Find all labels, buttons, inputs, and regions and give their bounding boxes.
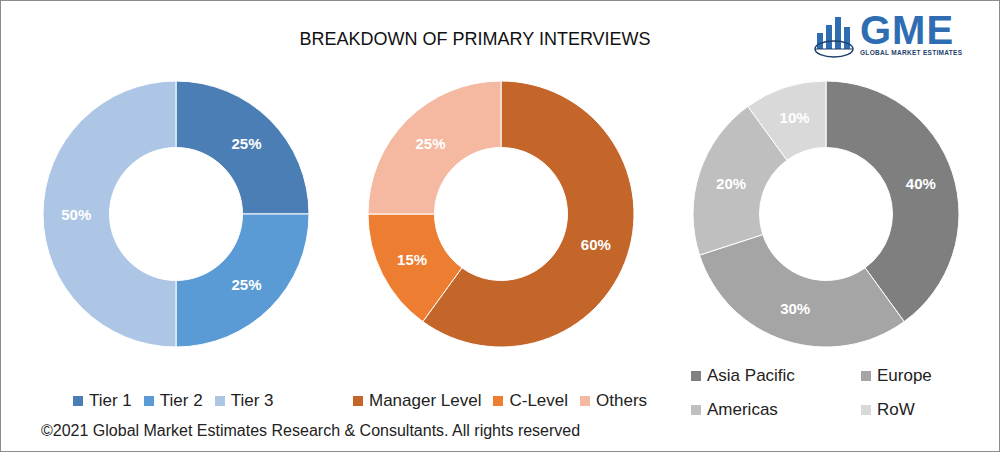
html-text:Manager Level: Manager Level bbox=[369, 391, 482, 410]
svg-text:30%: 30% bbox=[780, 300, 810, 317]
html-text:Tier 3: Tier 3 bbox=[230, 391, 274, 410]
svg-text:20%: 20% bbox=[716, 175, 746, 192]
html-text:GLOBAL MARKET ESTIMATES: GLOBAL MARKET ESTIMATES bbox=[860, 49, 963, 56]
html-text:C-Level: C-Level bbox=[509, 391, 569, 410]
svg-text:40%: 40% bbox=[906, 175, 936, 192]
html-text:GME: GME bbox=[860, 8, 955, 52]
svg-text:15%: 15% bbox=[397, 251, 427, 268]
svg-text:25%: 25% bbox=[232, 135, 262, 152]
svg-text:25%: 25% bbox=[415, 135, 445, 152]
html-text:Others: Others bbox=[596, 391, 648, 410]
html-text:Tier 1: Tier 1 bbox=[89, 391, 132, 410]
svg-text:50%: 50% bbox=[61, 206, 91, 223]
svg-text:60%: 60% bbox=[581, 236, 611, 253]
svg-text:25%: 25% bbox=[232, 276, 262, 293]
html-text:RoW: RoW bbox=[877, 400, 915, 419]
svg-text:10%: 10% bbox=[780, 109, 810, 126]
html-text:©2021 Global Market Estimates: ©2021 Global Market Estimates Research &… bbox=[41, 422, 581, 439]
html-text:Europe: Europe bbox=[877, 366, 932, 385]
svg-text:BREAKDOWN OF PRIMARY INTERVIEW: BREAKDOWN OF PRIMARY INTERVIEWS bbox=[300, 29, 651, 49]
html-text:Tier 2: Tier 2 bbox=[159, 391, 203, 410]
html-text:Americas: Americas bbox=[707, 400, 778, 419]
html-text:Asia Pacific: Asia Pacific bbox=[707, 366, 795, 385]
